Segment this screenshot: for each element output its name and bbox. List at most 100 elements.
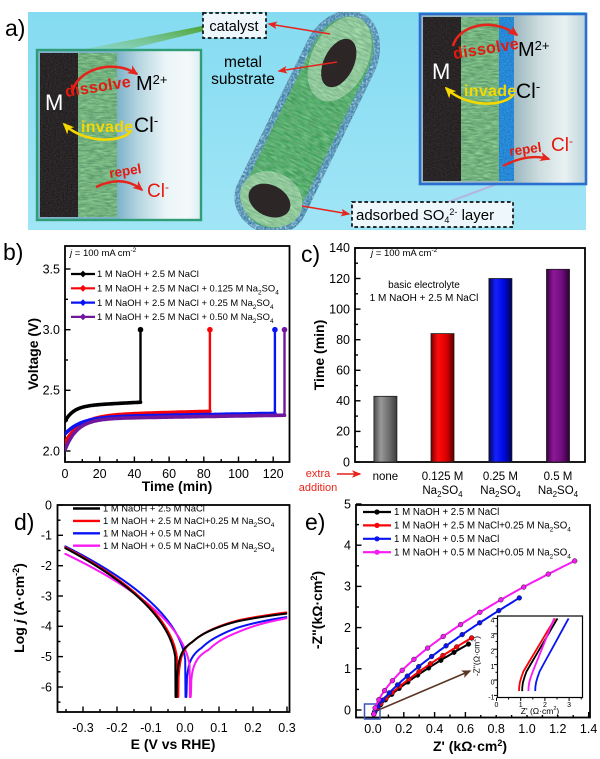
svg-text:invade: invade <box>464 83 517 100</box>
svg-text:120: 120 <box>263 467 284 481</box>
svg-text:3.5: 3.5 <box>43 262 60 276</box>
svg-text:Na2SO4: Na2SO4 <box>422 485 463 499</box>
svg-text:repel: repel <box>108 161 142 181</box>
svg-text:extra: extra <box>306 468 331 480</box>
svg-text:0: 0 <box>343 455 350 469</box>
svg-text:3: 3 <box>567 702 571 709</box>
svg-text:0: 0 <box>491 679 495 686</box>
svg-text:-Z"(kΩ·cm2): -Z"(kΩ·cm2) <box>309 571 325 649</box>
svg-text:-Z"(Ω·cm2): -Z"(Ω·cm2) <box>472 636 482 676</box>
svg-text:1 M NaOH + 2.5 M NaCl + 0.50 M: 1 M NaOH + 2.5 M NaCl + 0.50 M Na2SO4 <box>97 311 274 325</box>
svg-text:E (V vs RHE): E (V vs RHE) <box>131 736 216 752</box>
svg-text:2.0: 2.0 <box>43 444 60 458</box>
svg-text:2: 2 <box>344 621 351 635</box>
svg-text:60: 60 <box>162 467 176 481</box>
svg-text:0.1: 0.1 <box>210 721 227 735</box>
svg-text:0.5 M: 0.5 M <box>544 471 573 483</box>
svg-text:100: 100 <box>329 302 350 316</box>
svg-text:Cl-: Cl- <box>551 134 573 156</box>
svg-text:-1: -1 <box>488 695 494 702</box>
svg-text:basic electrolyte: basic electrolyte <box>388 280 460 291</box>
svg-text:Time (min): Time (min) <box>311 320 327 391</box>
svg-text:1 M NaOH + 2.5 M NaCl: 1 M NaOH + 2.5 M NaCl <box>103 503 205 514</box>
svg-text:1: 1 <box>344 662 351 676</box>
svg-text:0: 0 <box>45 498 52 512</box>
svg-text:1.0: 1.0 <box>518 722 535 736</box>
svg-text:addition: addition <box>299 482 338 494</box>
svg-text:1 M NaOH + 0.5 M NaCl+0.05 M N: 1 M NaOH + 0.5 M NaCl+0.05 M Na2SO4 <box>103 540 275 554</box>
svg-text:3: 3 <box>344 580 351 594</box>
svg-text:3: 3 <box>491 633 495 640</box>
svg-text:metal: metal <box>224 54 262 71</box>
svg-text:4: 4 <box>344 539 351 553</box>
svg-text:3.0: 3.0 <box>43 323 60 337</box>
svg-text:0.125 M: 0.125 M <box>422 471 464 483</box>
svg-text:0.3: 0.3 <box>278 721 295 735</box>
svg-text:1: 1 <box>491 664 495 671</box>
svg-text:none: none <box>373 471 399 483</box>
svg-text:20: 20 <box>93 467 107 481</box>
svg-text:0.0: 0.0 <box>176 721 193 735</box>
svg-text:40: 40 <box>127 467 141 481</box>
svg-text:4: 4 <box>491 618 495 625</box>
svg-text:0: 0 <box>495 702 499 709</box>
svg-text:1 M NaOH + 0.5 M NaCl: 1 M NaOH + 0.5 M NaCl <box>394 534 499 545</box>
svg-text:Cl-: Cl- <box>516 79 540 103</box>
svg-text:20: 20 <box>336 425 350 439</box>
svg-text:j = 100 mA cm-2: j = 100 mA cm-2 <box>68 247 137 259</box>
svg-text:1 M NaOH + 2.5 M NaCl + 0.125: 1 M NaOH + 2.5 M NaCl + 0.125 M Na2SO4 <box>97 283 279 297</box>
svg-text:0.25 M: 0.25 M <box>483 471 518 483</box>
svg-text:1 M NaOH + 0.5 M NaCl: 1 M NaOH + 0.5 M NaCl <box>103 528 205 539</box>
svg-text:b): b) <box>3 239 23 265</box>
svg-text:1 M NaOH + 2.5 M NaCl+0.25 M N: 1 M NaOH + 2.5 M NaCl+0.25 M Na2SO4 <box>103 515 275 529</box>
svg-text:-0.2: -0.2 <box>106 721 128 735</box>
svg-text:Time (min): Time (min) <box>142 478 213 494</box>
svg-text:5: 5 <box>344 497 351 511</box>
svg-text:0.0: 0.0 <box>364 722 381 736</box>
svg-text:a): a) <box>5 15 25 41</box>
svg-text:j = 100 mA cm-2: j = 100 mA cm-2 <box>369 247 438 259</box>
svg-text:invade: invade <box>81 119 134 136</box>
svg-text:0.2: 0.2 <box>244 721 261 735</box>
svg-text:-1: -1 <box>41 529 52 543</box>
svg-text:1.4: 1.4 <box>580 722 597 736</box>
svg-text:2: 2 <box>491 649 495 656</box>
svg-text:-2: -2 <box>41 559 52 573</box>
svg-text:Cl-: Cl- <box>147 180 169 202</box>
svg-text:-6: -6 <box>41 680 52 694</box>
svg-text:1 M NaOH + 2.5 M NaCl: 1 M NaOH + 2.5 M NaCl <box>394 507 499 518</box>
svg-text:substrate: substrate <box>211 71 275 88</box>
svg-text:0: 0 <box>344 703 351 717</box>
svg-text:100: 100 <box>228 467 249 481</box>
svg-text:0.4: 0.4 <box>426 722 443 736</box>
svg-text:1 M NaOH + 2.5 M NaCl: 1 M NaOH + 2.5 M NaCl <box>97 268 199 279</box>
svg-text:Z' (kΩ·cm2): Z' (kΩ·cm2) <box>433 738 507 754</box>
svg-text:40: 40 <box>336 394 350 408</box>
svg-text:-3: -3 <box>41 589 52 603</box>
svg-text:-5: -5 <box>41 650 52 664</box>
svg-text:M: M <box>432 59 450 84</box>
svg-text:d): d) <box>14 509 34 535</box>
svg-text:Log j (A·cm-2): Log j (A·cm-2) <box>11 563 27 653</box>
svg-text:Voltage (V): Voltage (V) <box>25 318 41 390</box>
svg-text:repel: repel <box>508 140 542 159</box>
svg-text:c): c) <box>301 241 320 267</box>
svg-text:2.5: 2.5 <box>43 384 60 398</box>
svg-text:M: M <box>45 90 63 115</box>
svg-text:2: 2 <box>543 702 547 709</box>
svg-text:0: 0 <box>62 467 69 481</box>
svg-text:120: 120 <box>329 272 350 286</box>
svg-text:1 M NaOH + 2.5 M NaCl: 1 M NaOH + 2.5 M NaCl <box>370 293 479 304</box>
svg-text:e): e) <box>305 509 325 535</box>
svg-text:0.8: 0.8 <box>488 722 505 736</box>
svg-text:adsorbed SO42- layer: adsorbed SO42- layer <box>356 207 494 225</box>
svg-text:1 M NaOH + 2.5 M NaCl + 0.25 M: 1 M NaOH + 2.5 M NaCl + 0.25 M Na2SO4 <box>97 297 274 311</box>
svg-text:1.2: 1.2 <box>549 722 566 736</box>
svg-text:80: 80 <box>336 333 350 347</box>
svg-text:140: 140 <box>329 241 350 255</box>
svg-text:Na2SO4: Na2SO4 <box>480 485 521 499</box>
svg-text:80: 80 <box>197 467 211 481</box>
svg-text:1 M NaOH + 2.5 M NaCl+0.25 M N: 1 M NaOH + 2.5 M NaCl+0.25 M Na2SO4 <box>394 521 571 534</box>
svg-text:0.2: 0.2 <box>395 722 412 736</box>
svg-text:Z' (Ω·cm2): Z' (Ω·cm2) <box>521 706 560 716</box>
